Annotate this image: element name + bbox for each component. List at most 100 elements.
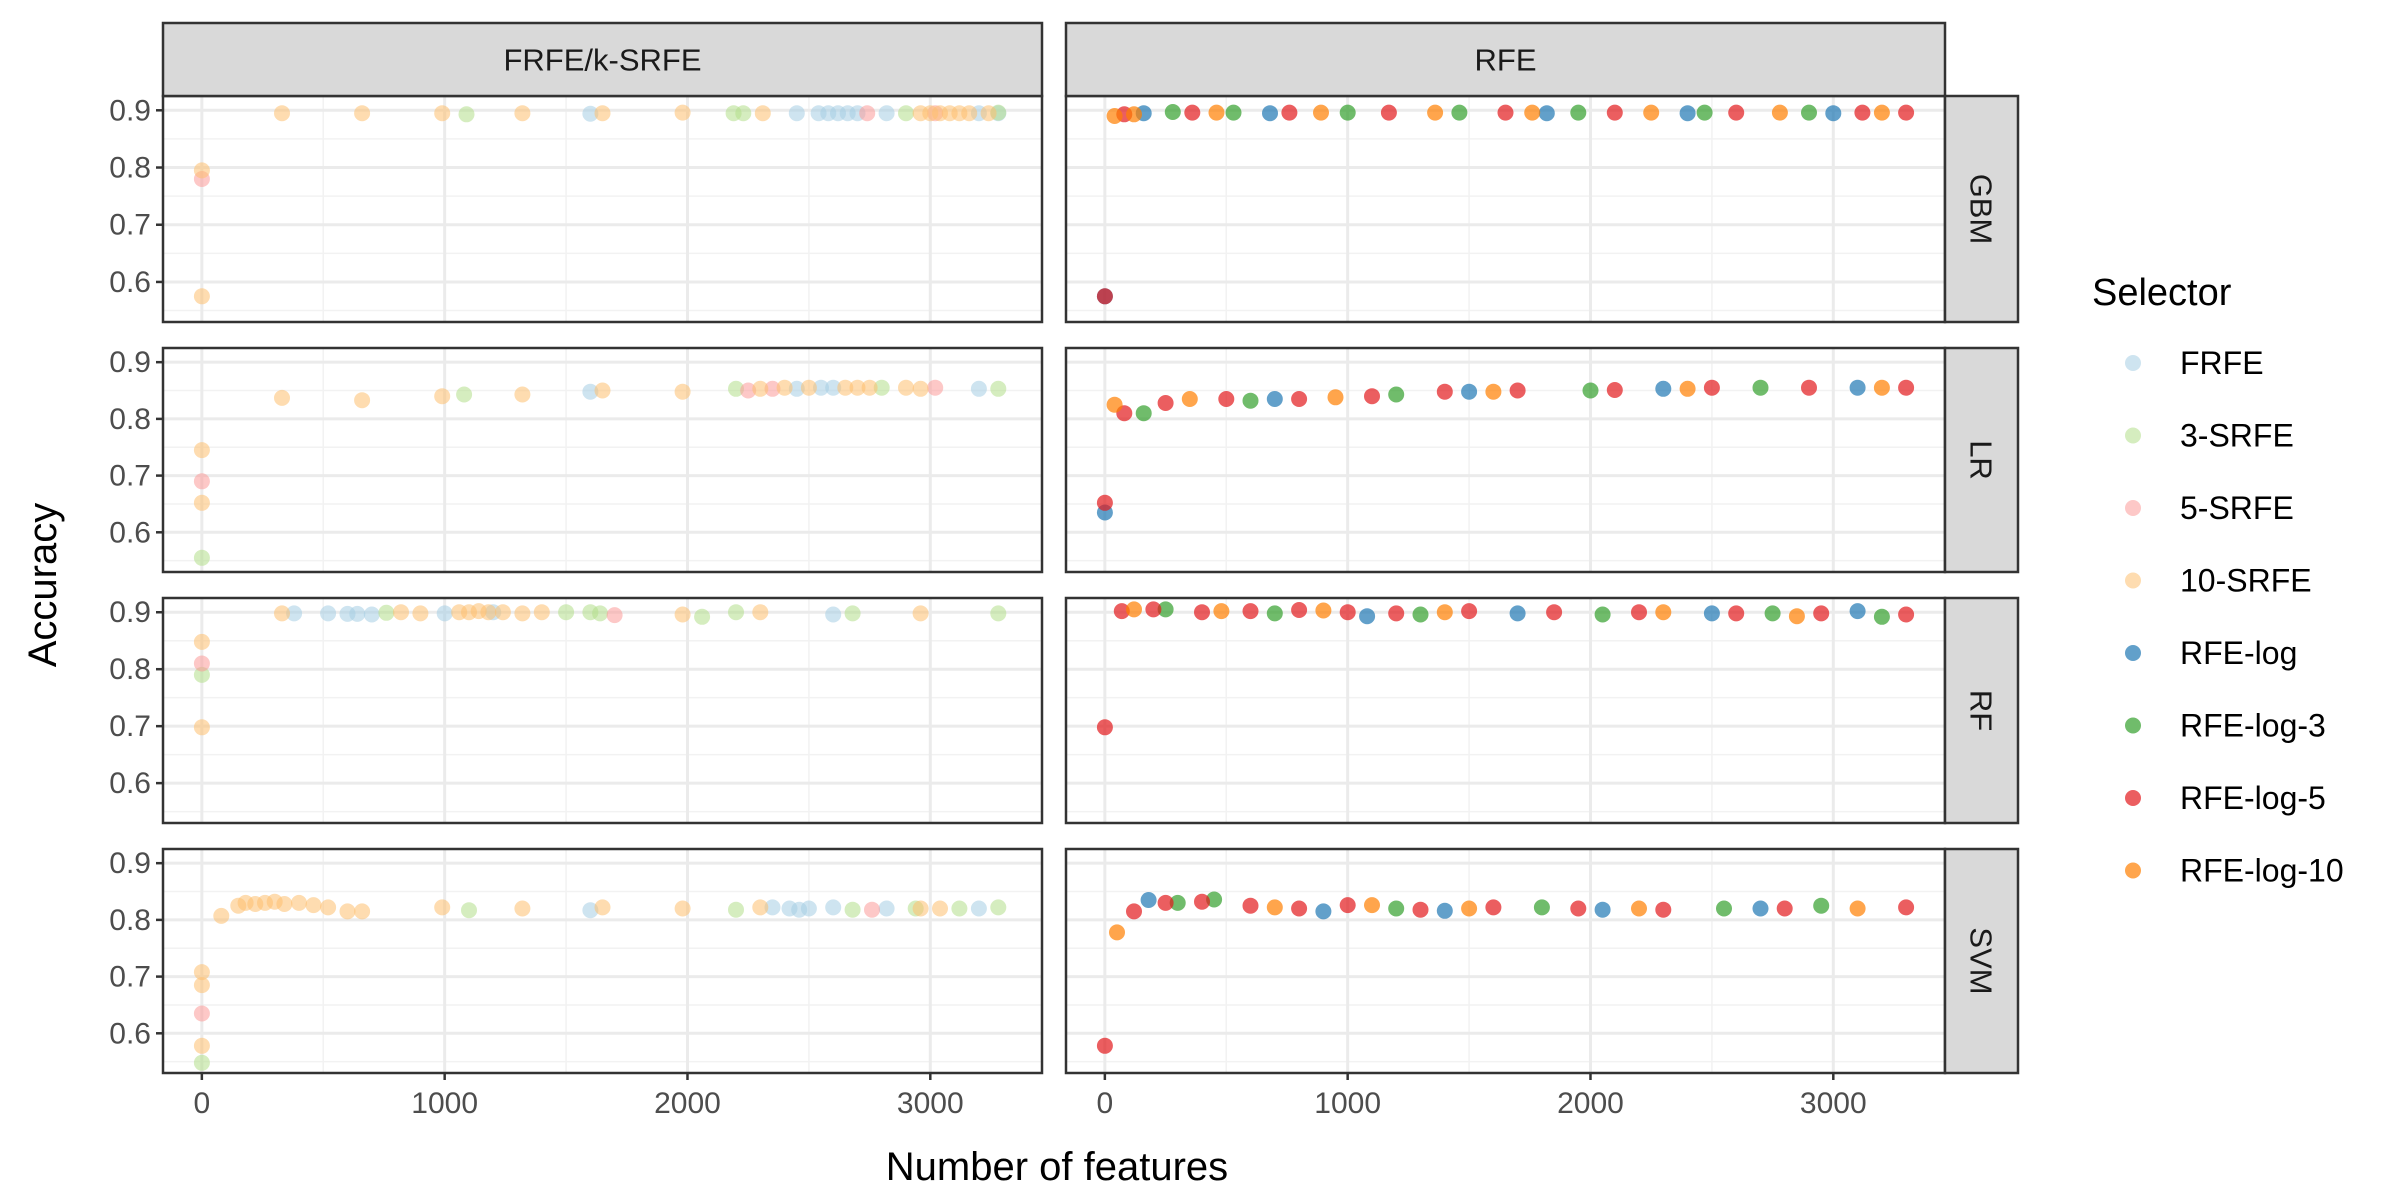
point-10-srfe bbox=[898, 379, 914, 396]
point-10-srfe bbox=[193, 633, 210, 650]
point-3-srfe bbox=[461, 902, 477, 919]
panel-svm-rfe bbox=[1064, 847, 1947, 1075]
y-tick-label: 0.8 bbox=[109, 403, 151, 436]
point-rfe-log-3 bbox=[1164, 104, 1181, 120]
point-rfe-log-10 bbox=[1213, 603, 1230, 620]
point-10-srfe bbox=[980, 105, 997, 122]
panels-layer bbox=[161, 94, 1947, 1075]
legend-key-rfe-log bbox=[2125, 645, 2141, 661]
point-rfe-log-3 bbox=[1752, 379, 1769, 396]
point-frfe bbox=[582, 105, 599, 122]
point-rfe-log-5 bbox=[1184, 104, 1201, 121]
point-10-srfe bbox=[594, 382, 611, 399]
point-10-srfe bbox=[193, 719, 210, 736]
panel-lr-rfe bbox=[1064, 346, 1947, 574]
point-frfe bbox=[825, 379, 842, 396]
point-3-srfe bbox=[193, 666, 210, 683]
point-rfe-log-3 bbox=[1266, 605, 1283, 622]
point-frfe bbox=[788, 105, 805, 122]
point-10-srfe bbox=[193, 442, 210, 459]
point-rfe-log-10 bbox=[1643, 104, 1660, 121]
legend-key-3-srfe bbox=[2125, 427, 2141, 444]
y-tick-label: 0.8 bbox=[109, 904, 151, 937]
legend-key-5-srfe bbox=[2125, 500, 2141, 516]
point-rfe-log bbox=[1679, 105, 1696, 122]
point-rfe-log-3 bbox=[1873, 608, 1890, 625]
point-10-srfe bbox=[320, 899, 337, 916]
legend-item-rfe-log: RFE-log bbox=[2125, 635, 2297, 671]
y-tick-label: 0.6 bbox=[109, 767, 151, 800]
point-rfe-log-3 bbox=[1696, 104, 1713, 121]
x-tick-label: 2000 bbox=[1557, 1087, 1624, 1120]
x-tick-label: 0 bbox=[1097, 1087, 1114, 1120]
strip-rf: RF bbox=[1943, 596, 2020, 825]
legend: Selector FRFE 3-SRFE 5-SRFE 10-SRFE RFE-log R… bbox=[2092, 272, 2344, 889]
point-rfe-log-10 bbox=[1427, 104, 1444, 121]
point-rfe-log-5 bbox=[1291, 602, 1308, 618]
panel-background bbox=[1066, 849, 1945, 1073]
point-5-srfe bbox=[864, 901, 880, 918]
point-rfe-log-5 bbox=[1218, 391, 1235, 407]
legend-label: RFE-log-10 bbox=[2180, 853, 2344, 889]
point-rfe-log-5 bbox=[1412, 901, 1429, 918]
point-rfe-log-5 bbox=[1655, 901, 1672, 918]
y-tick-label: 0.9 bbox=[109, 847, 151, 880]
point-10-srfe bbox=[412, 605, 429, 622]
y-tick-label: 0.9 bbox=[109, 346, 151, 379]
point-10-srfe bbox=[274, 105, 290, 122]
point-rfe-log bbox=[1849, 379, 1866, 396]
point-rfe-log-3 bbox=[1451, 104, 1468, 121]
strip-frfe-k-srfe: FRFE/k-SRFE bbox=[161, 21, 1044, 98]
point-rfe-log-5 bbox=[1436, 383, 1453, 400]
point-3-srfe bbox=[558, 604, 575, 621]
point-3-srfe bbox=[990, 605, 1007, 622]
point-rfe-log-3 bbox=[1801, 104, 1817, 121]
point-10-srfe bbox=[480, 604, 497, 621]
point-10-srfe bbox=[861, 379, 878, 396]
point-rfe-log-5 bbox=[1606, 104, 1623, 121]
legend-key-rfe-log-5 bbox=[2125, 790, 2141, 806]
point-rfe-log-5 bbox=[1291, 900, 1308, 917]
point-rfe-log-10 bbox=[1106, 108, 1123, 124]
point-rfe-log-10 bbox=[1327, 389, 1344, 406]
point-rfe-log-5 bbox=[1854, 104, 1871, 121]
point-frfe bbox=[363, 606, 380, 623]
point-10-srfe bbox=[837, 379, 854, 396]
point-10-srfe bbox=[674, 606, 691, 623]
point-rfe-log bbox=[1825, 105, 1842, 122]
panel-svm-frfe-k-srfe bbox=[161, 847, 1044, 1075]
point-rfe-log-5 bbox=[1570, 900, 1587, 917]
y-tick-label: 0.7 bbox=[109, 209, 151, 242]
point-10-srfe bbox=[514, 900, 531, 917]
point-10-srfe bbox=[354, 903, 371, 920]
point-rfe-log-5 bbox=[1242, 603, 1259, 620]
point-rfe-log-10 bbox=[1631, 900, 1647, 917]
panel-background bbox=[163, 598, 1042, 823]
point-rfe-log-3 bbox=[1570, 104, 1587, 121]
x-tick-label: 1000 bbox=[1314, 1087, 1381, 1120]
point-rfe-log-5 bbox=[1703, 379, 1720, 396]
strips-layer: FRFE/k-SRFE RFE GBM LR RF SVM bbox=[161, 21, 2020, 1075]
point-frfe bbox=[970, 380, 987, 397]
point-10-srfe bbox=[752, 380, 769, 397]
legend-key-rfe-log-10 bbox=[2125, 862, 2141, 879]
point-rfe-log-3 bbox=[1813, 897, 1830, 914]
panel-background bbox=[163, 96, 1042, 322]
legend-item-3-srfe: 3-SRFE bbox=[2125, 418, 2294, 454]
point-rfe-log-5 bbox=[1157, 894, 1174, 911]
point-rfe-log-3 bbox=[1169, 894, 1186, 911]
legend-title: Selector bbox=[2092, 272, 2232, 314]
point-rfe-log-5 bbox=[1813, 605, 1830, 622]
point-rfe-log bbox=[1509, 605, 1526, 622]
point-rfe-log-10 bbox=[1849, 900, 1866, 917]
y-tick-label: 0.7 bbox=[109, 710, 151, 743]
point-rfe-log-3 bbox=[1582, 382, 1599, 399]
point-5-srfe bbox=[927, 379, 944, 396]
point-10-srfe bbox=[434, 388, 451, 405]
point-rfe-log-3 bbox=[1594, 606, 1611, 623]
point-rfe-log bbox=[1436, 902, 1453, 919]
point-frfe bbox=[878, 900, 895, 917]
point-rfe-log bbox=[1752, 900, 1769, 917]
point-3-srfe bbox=[844, 605, 861, 622]
point-10-srfe bbox=[754, 105, 771, 122]
